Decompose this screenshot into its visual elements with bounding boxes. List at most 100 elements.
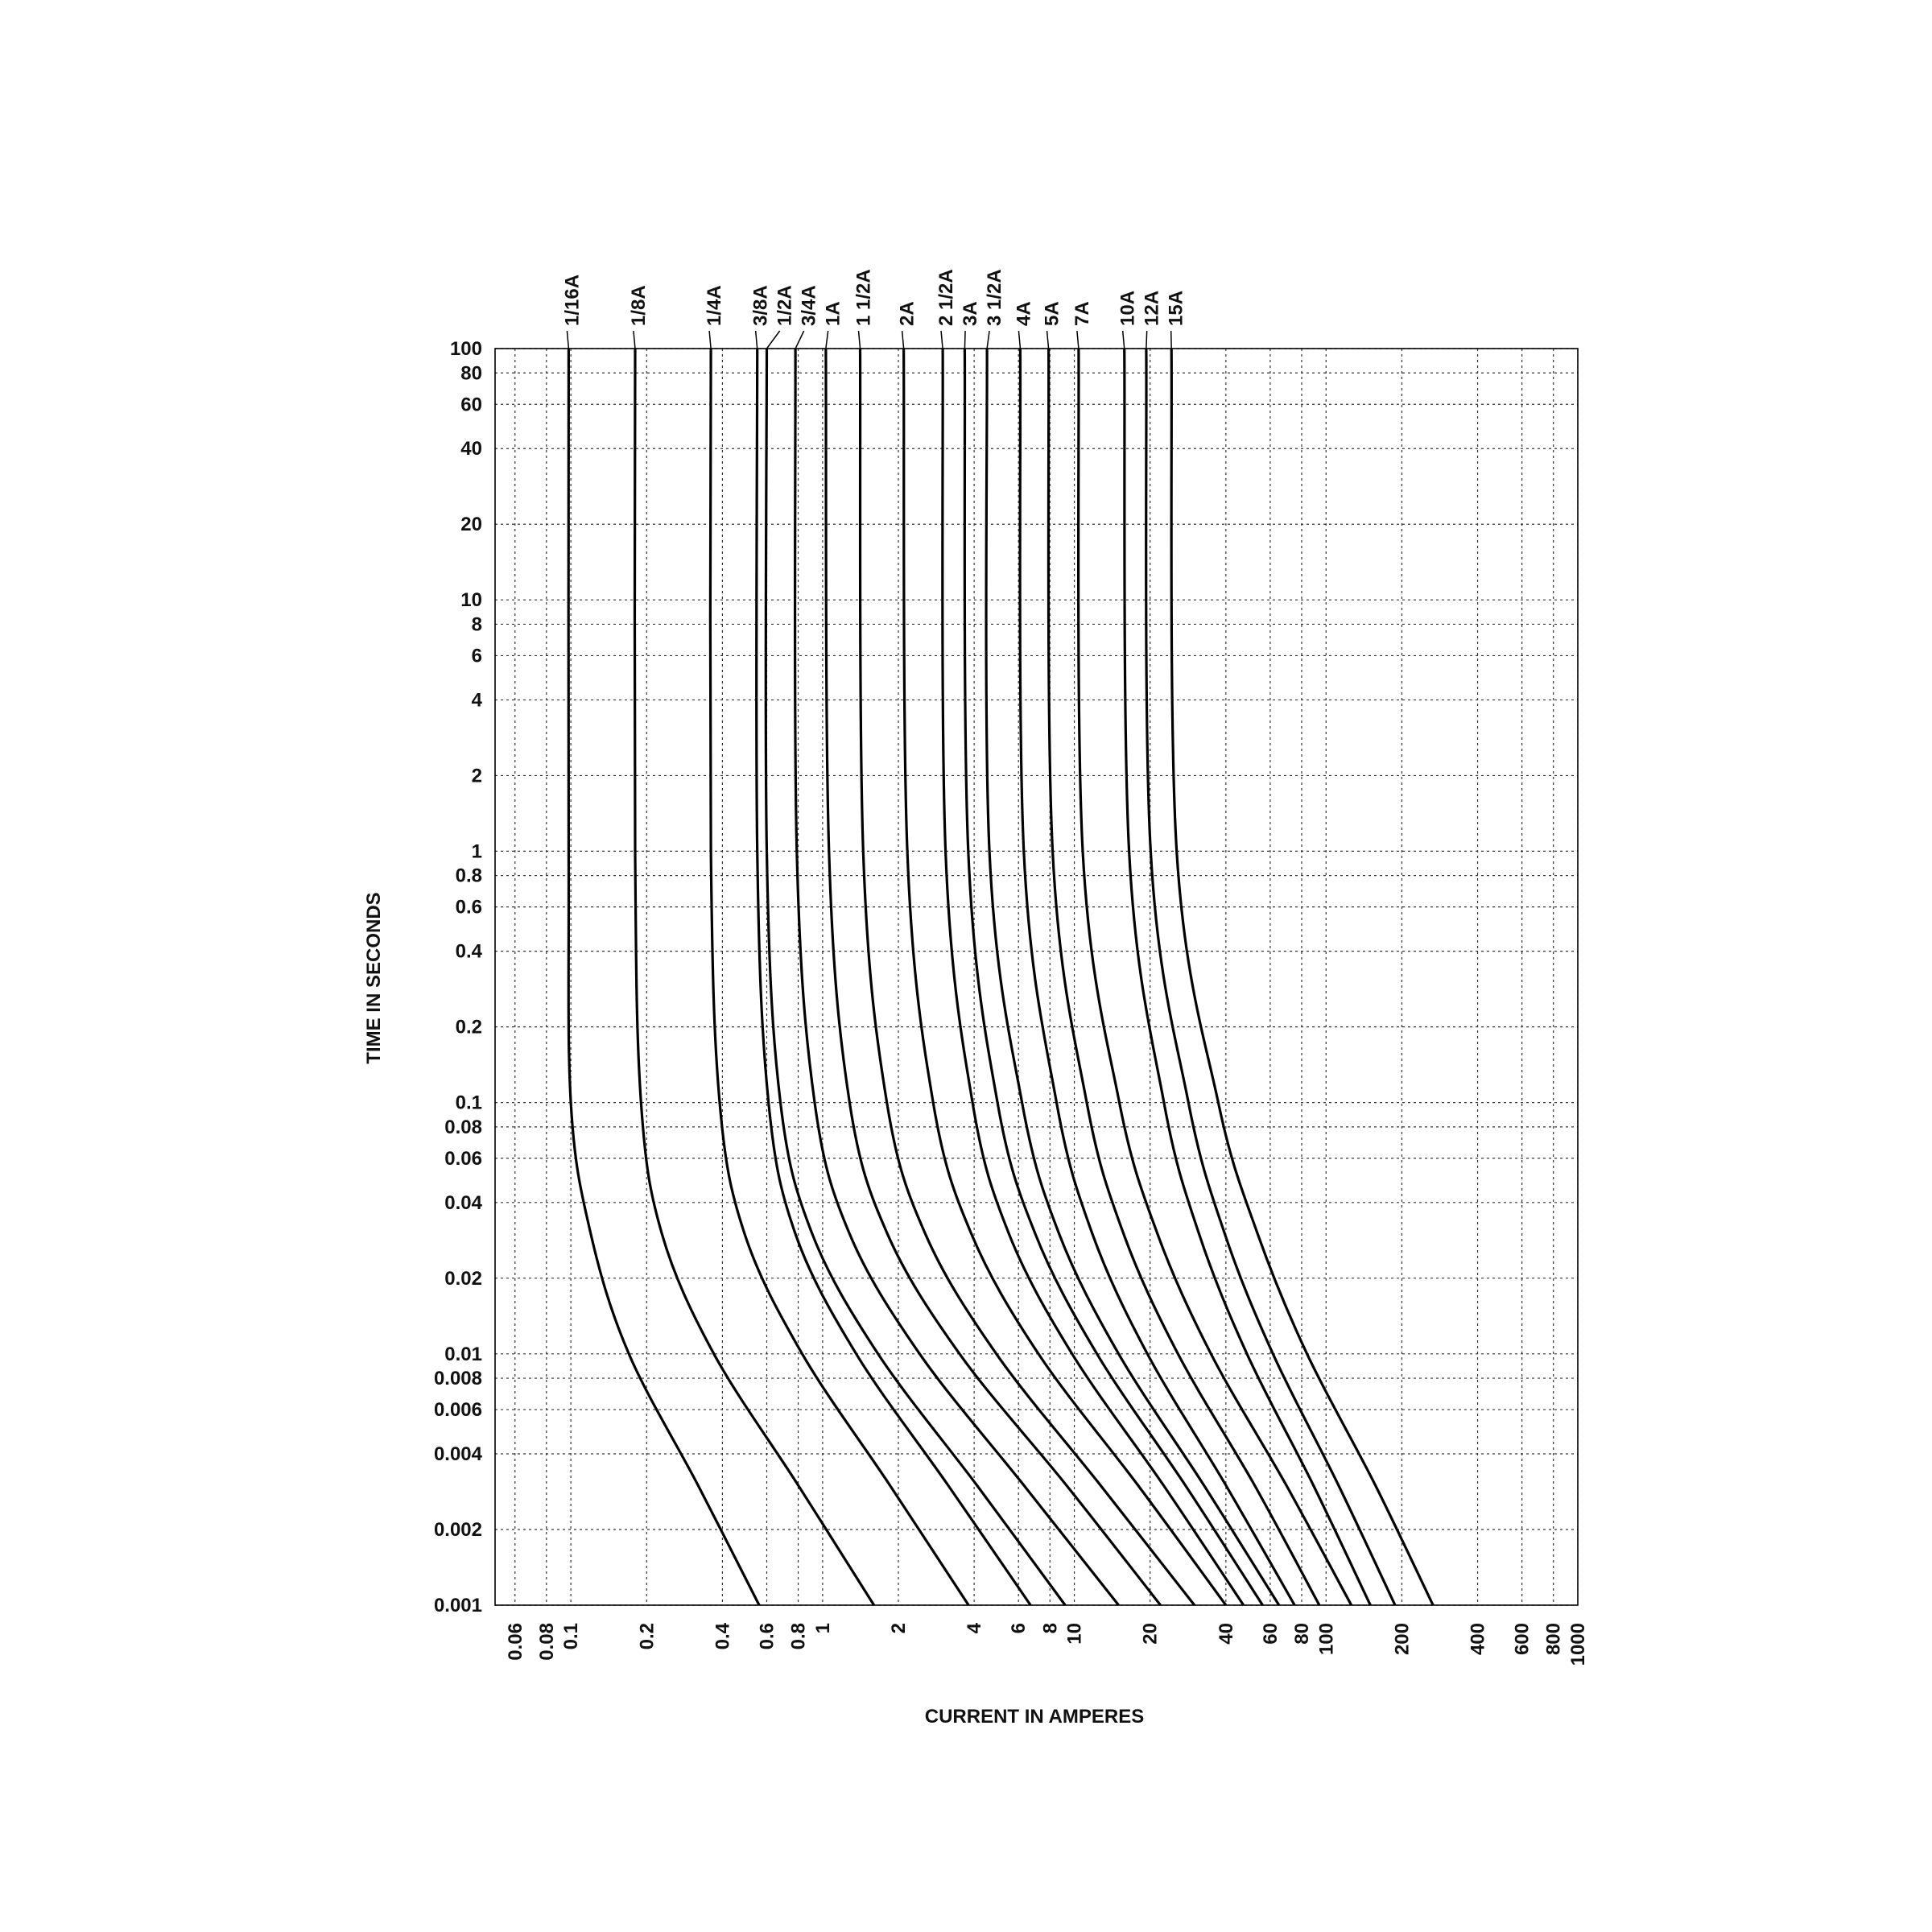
fuse-curve xyxy=(567,348,761,1606)
y-tick-label: 60 xyxy=(460,394,482,415)
y-tick-label: 0.002 xyxy=(434,1519,482,1541)
legend-label: 2 1/2A xyxy=(935,269,957,326)
x-tick-label: 0.2 xyxy=(636,1623,658,1649)
label-leader xyxy=(825,330,829,349)
label-leader xyxy=(901,330,905,349)
legend-label: 5A xyxy=(1042,301,1063,326)
x-tick-label: 400 xyxy=(1468,1623,1489,1655)
label-leader xyxy=(566,330,570,349)
legend-label: 7A xyxy=(1071,301,1093,326)
legend-label: 15A xyxy=(1166,291,1187,326)
y-tick-label: 0.06 xyxy=(444,1148,482,1170)
fuse-curve xyxy=(858,348,1196,1606)
x-tick-label: 1000 xyxy=(1567,1623,1589,1666)
fuse-curve xyxy=(1018,348,1296,1606)
y-tick-label: 0.08 xyxy=(444,1117,482,1138)
x-tick-label: 10 xyxy=(1064,1623,1086,1645)
y-tick-label: 0.8 xyxy=(456,865,482,887)
y-tick-label: 80 xyxy=(460,362,482,384)
y-tick-label: 0.004 xyxy=(434,1443,483,1465)
y-tick-label: 10 xyxy=(460,589,482,611)
x-tick-label: 0.06 xyxy=(505,1623,526,1661)
x-tick-label: 800 xyxy=(1543,1623,1565,1655)
label-leader xyxy=(1018,330,1022,349)
y-tick-label: 0.02 xyxy=(444,1268,482,1290)
x-tick-label: 4 xyxy=(964,1622,985,1633)
legend-label: 10A xyxy=(1117,291,1139,326)
x-tick-label: 0.1 xyxy=(560,1623,582,1649)
label-leader xyxy=(754,330,758,349)
fuse-curve xyxy=(1170,348,1435,1606)
legend-label: 3/4A xyxy=(799,285,820,326)
y-tick-label: 2 xyxy=(472,765,482,786)
y-tick-label: 0.04 xyxy=(444,1192,482,1214)
y-tick-label: 0.6 xyxy=(456,897,482,919)
x-tick-label: 600 xyxy=(1512,1623,1534,1655)
label-leader xyxy=(795,330,805,349)
legend-label: 1/4A xyxy=(704,285,725,326)
x-tick-label: 1 xyxy=(812,1623,834,1633)
y-tick-label: 0.1 xyxy=(456,1092,482,1114)
fuse-curve xyxy=(902,348,1228,1606)
fuse-curve xyxy=(708,348,970,1606)
legend-label: 4A xyxy=(1013,301,1034,326)
legend-label: 3A xyxy=(960,301,981,326)
x-tick-label: 0.4 xyxy=(712,1622,733,1649)
y-tick-label: 4 xyxy=(472,689,483,711)
label-leader xyxy=(708,330,712,349)
y-tick-label: 0.4 xyxy=(456,941,483,963)
y-tick-label: 0.2 xyxy=(456,1017,482,1038)
x-tick-label: 60 xyxy=(1260,1623,1282,1645)
y-axis-title: TIME IN SECONDS xyxy=(363,892,385,1063)
label-leader xyxy=(1121,330,1125,349)
y-tick-label: 0.01 xyxy=(444,1344,482,1365)
label-leader xyxy=(964,330,966,349)
legend-label: 2A xyxy=(897,301,919,326)
fuse-curve xyxy=(633,348,876,1606)
y-tick-label: 0.001 xyxy=(434,1595,482,1616)
x-tick-label: 200 xyxy=(1391,1623,1413,1655)
y-tick-label: 40 xyxy=(460,438,482,460)
y-tick-label: 8 xyxy=(472,613,482,635)
x-axis-title: CURRENT IN AMPERES xyxy=(925,1706,1144,1728)
x-tick-label: 0.8 xyxy=(788,1623,810,1649)
fuse-curve xyxy=(755,348,1032,1606)
fuse-curve xyxy=(1046,348,1321,1606)
y-tick-label: 20 xyxy=(460,514,482,535)
legend-label: 1 1/2A xyxy=(853,269,875,326)
x-tick-label: 80 xyxy=(1291,1623,1313,1645)
legend-label: 1/2A xyxy=(774,285,796,326)
y-tick-label: 0.008 xyxy=(434,1368,482,1389)
fuse-curve xyxy=(1145,348,1397,1606)
label-leader xyxy=(1076,330,1080,349)
fuse-curve xyxy=(1076,348,1353,1606)
label-leader xyxy=(766,330,781,349)
fuse-curve xyxy=(941,348,1245,1606)
fuse-curve xyxy=(824,348,1162,1606)
legend-label: 1/16A xyxy=(561,275,583,326)
x-tick-label: 0.08 xyxy=(536,1623,558,1661)
legend-label: 3/8A xyxy=(750,285,772,326)
fuse-curve xyxy=(985,348,1281,1606)
label-leader xyxy=(1046,330,1050,349)
label-leader xyxy=(1146,330,1148,349)
x-tick-label: 2 xyxy=(888,1623,910,1633)
x-tick-label: 20 xyxy=(1140,1623,1162,1645)
label-leader xyxy=(633,330,636,349)
fuse-curve xyxy=(1123,348,1372,1606)
y-tick-label: 100 xyxy=(450,338,482,360)
y-tick-label: 0.006 xyxy=(434,1399,482,1421)
fuse-curve xyxy=(793,348,1120,1606)
x-tick-label: 8 xyxy=(1039,1623,1061,1633)
label-leader xyxy=(940,330,943,349)
legend-label: 3 1/2A xyxy=(984,269,1005,326)
legend-label: 1/8A xyxy=(628,285,650,326)
x-tick-label: 0.6 xyxy=(756,1623,778,1649)
y-tick-label: 6 xyxy=(472,645,482,667)
x-tick-label: 6 xyxy=(1008,1623,1030,1633)
fuse-curve xyxy=(764,348,1067,1606)
x-tick-label: 40 xyxy=(1216,1623,1237,1645)
x-tick-label: 100 xyxy=(1315,1623,1337,1655)
